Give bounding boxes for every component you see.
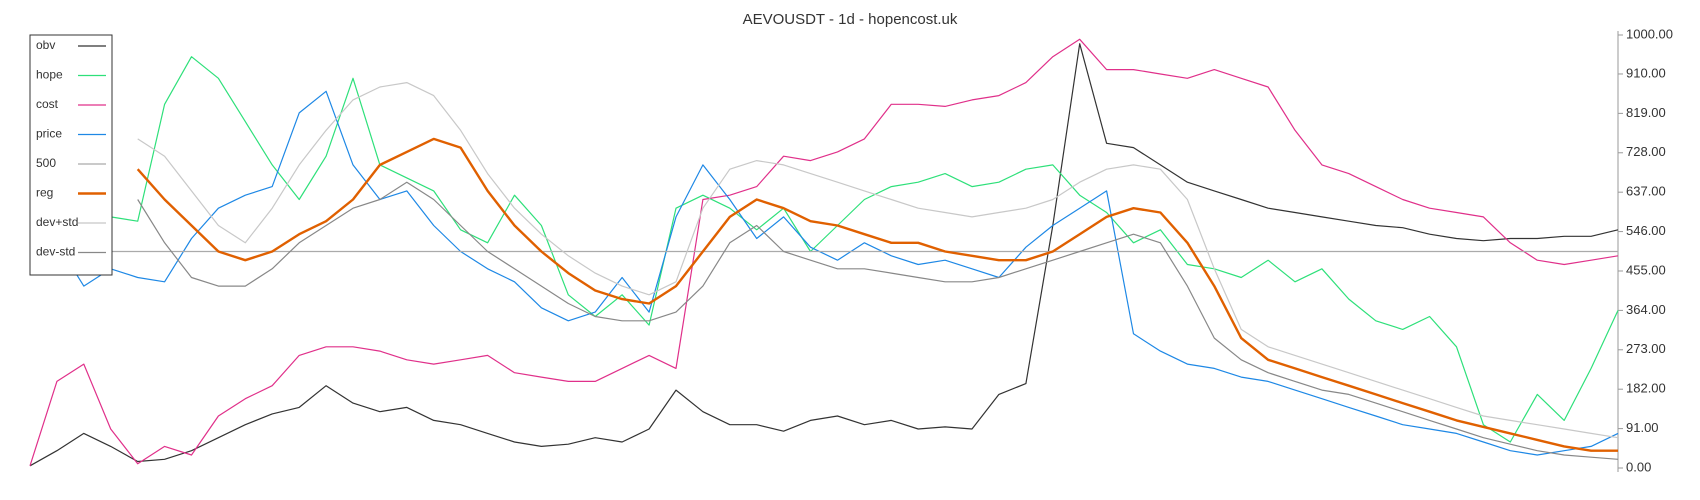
legend-label: 500 (36, 156, 56, 170)
series-line (29, 90, 1619, 456)
y-tick-label: 546.00 (1626, 223, 1666, 238)
chart-title: AEVOUSDT - 1d - hopencost.uk (743, 11, 958, 28)
y-tick-label: 819.00 (1626, 105, 1666, 120)
series-line (29, 56, 1619, 443)
legend-label: obv (36, 38, 55, 52)
y-tick-label: 364.00 (1626, 302, 1666, 317)
y-tick-label: 910.00 (1626, 65, 1666, 80)
legend-label: price (36, 127, 62, 141)
series-line (137, 82, 1619, 439)
series-line (136, 137, 1618, 452)
legend-label: dev+std (36, 215, 78, 229)
series-line (137, 181, 1619, 460)
legend-label: cost (36, 97, 59, 111)
y-tick-label: 91.00 (1626, 420, 1659, 435)
y-tick-label: 0.00 (1626, 459, 1651, 474)
y-tick-label: 273.00 (1626, 341, 1666, 356)
legend: obv hope cost price 500 reg dev+std dev-std (29, 34, 113, 276)
y-tick-label: 1000.00 (1626, 26, 1673, 41)
legend-label: reg (36, 186, 53, 200)
y-tick-label: 182.00 (1626, 381, 1666, 396)
legend-label: hope (36, 68, 63, 82)
series-line (29, 38, 1619, 466)
y-tick-label: 455.00 (1626, 262, 1666, 277)
legend-label: dev-std (36, 245, 75, 259)
series-line (29, 43, 1619, 467)
y-tick-label: 728.00 (1626, 144, 1666, 159)
y-tick-label: 637.00 (1626, 184, 1666, 199)
